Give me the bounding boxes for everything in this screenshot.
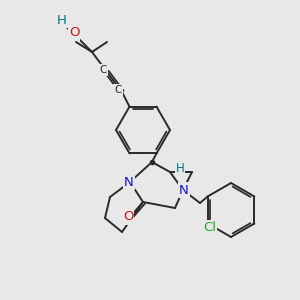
Text: O: O [69, 26, 79, 40]
Text: H: H [176, 163, 184, 176]
Text: Cl: Cl [203, 221, 216, 234]
Text: O: O [123, 211, 133, 224]
Text: N: N [179, 184, 189, 196]
Text: H: H [57, 14, 67, 26]
Text: C: C [99, 65, 107, 75]
Text: C: C [114, 85, 122, 95]
Text: N: N [124, 176, 134, 188]
